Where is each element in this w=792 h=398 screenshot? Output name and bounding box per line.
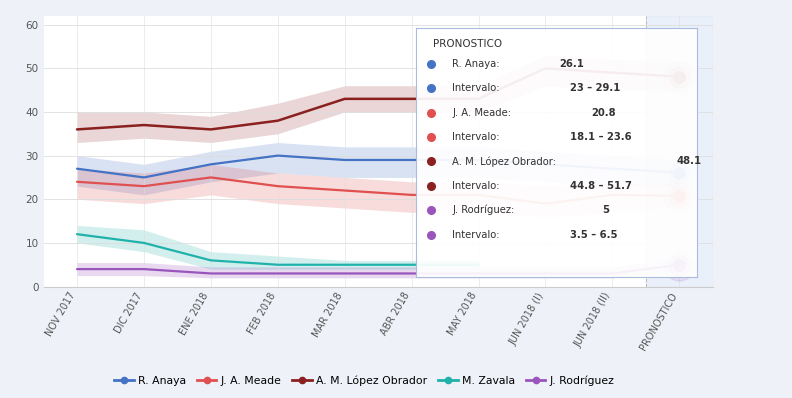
Text: J. Rodríguez:: J. Rodríguez: <box>452 205 518 215</box>
Point <box>673 193 686 199</box>
Text: R. Anaya:: R. Anaya: <box>452 59 503 69</box>
Point <box>673 170 686 176</box>
Point <box>673 170 686 176</box>
Point <box>673 73 686 80</box>
Point <box>673 261 686 268</box>
Text: 26.1: 26.1 <box>559 59 584 69</box>
Point <box>673 261 686 268</box>
Text: 20.8: 20.8 <box>592 108 616 118</box>
Point <box>673 261 686 268</box>
Legend: R. Anaya, J. A. Meade, A. M. López Obrador, M. Zavala, J. Rodríguez: R. Anaya, J. A. Meade, A. M. López Obrad… <box>109 371 619 390</box>
Text: J. A. Meade:: J. A. Meade: <box>452 108 515 118</box>
Text: Intervalo:: Intervalo: <box>452 230 503 240</box>
Text: 48.1: 48.1 <box>676 156 702 166</box>
Point <box>673 193 686 199</box>
Text: Intervalo:: Intervalo: <box>452 181 503 191</box>
Point <box>673 193 686 199</box>
Text: A. M. López Obrador:: A. M. López Obrador: <box>452 156 559 167</box>
Point <box>673 170 686 176</box>
Text: 23 – 29.1: 23 – 29.1 <box>570 83 620 93</box>
Text: 18.1 – 23.6: 18.1 – 23.6 <box>570 132 631 142</box>
Text: Intervalo:: Intervalo: <box>452 83 503 93</box>
Text: Intervalo:: Intervalo: <box>452 132 503 142</box>
Text: 5: 5 <box>602 205 609 215</box>
Text: 3.5 – 6.5: 3.5 – 6.5 <box>570 230 618 240</box>
Bar <box>646 16 713 287</box>
Text: 44.8 – 51.7: 44.8 – 51.7 <box>570 181 632 191</box>
Point <box>673 73 686 80</box>
Text: PRONOSTICO: PRONOSTICO <box>432 39 502 49</box>
Point <box>673 73 686 80</box>
